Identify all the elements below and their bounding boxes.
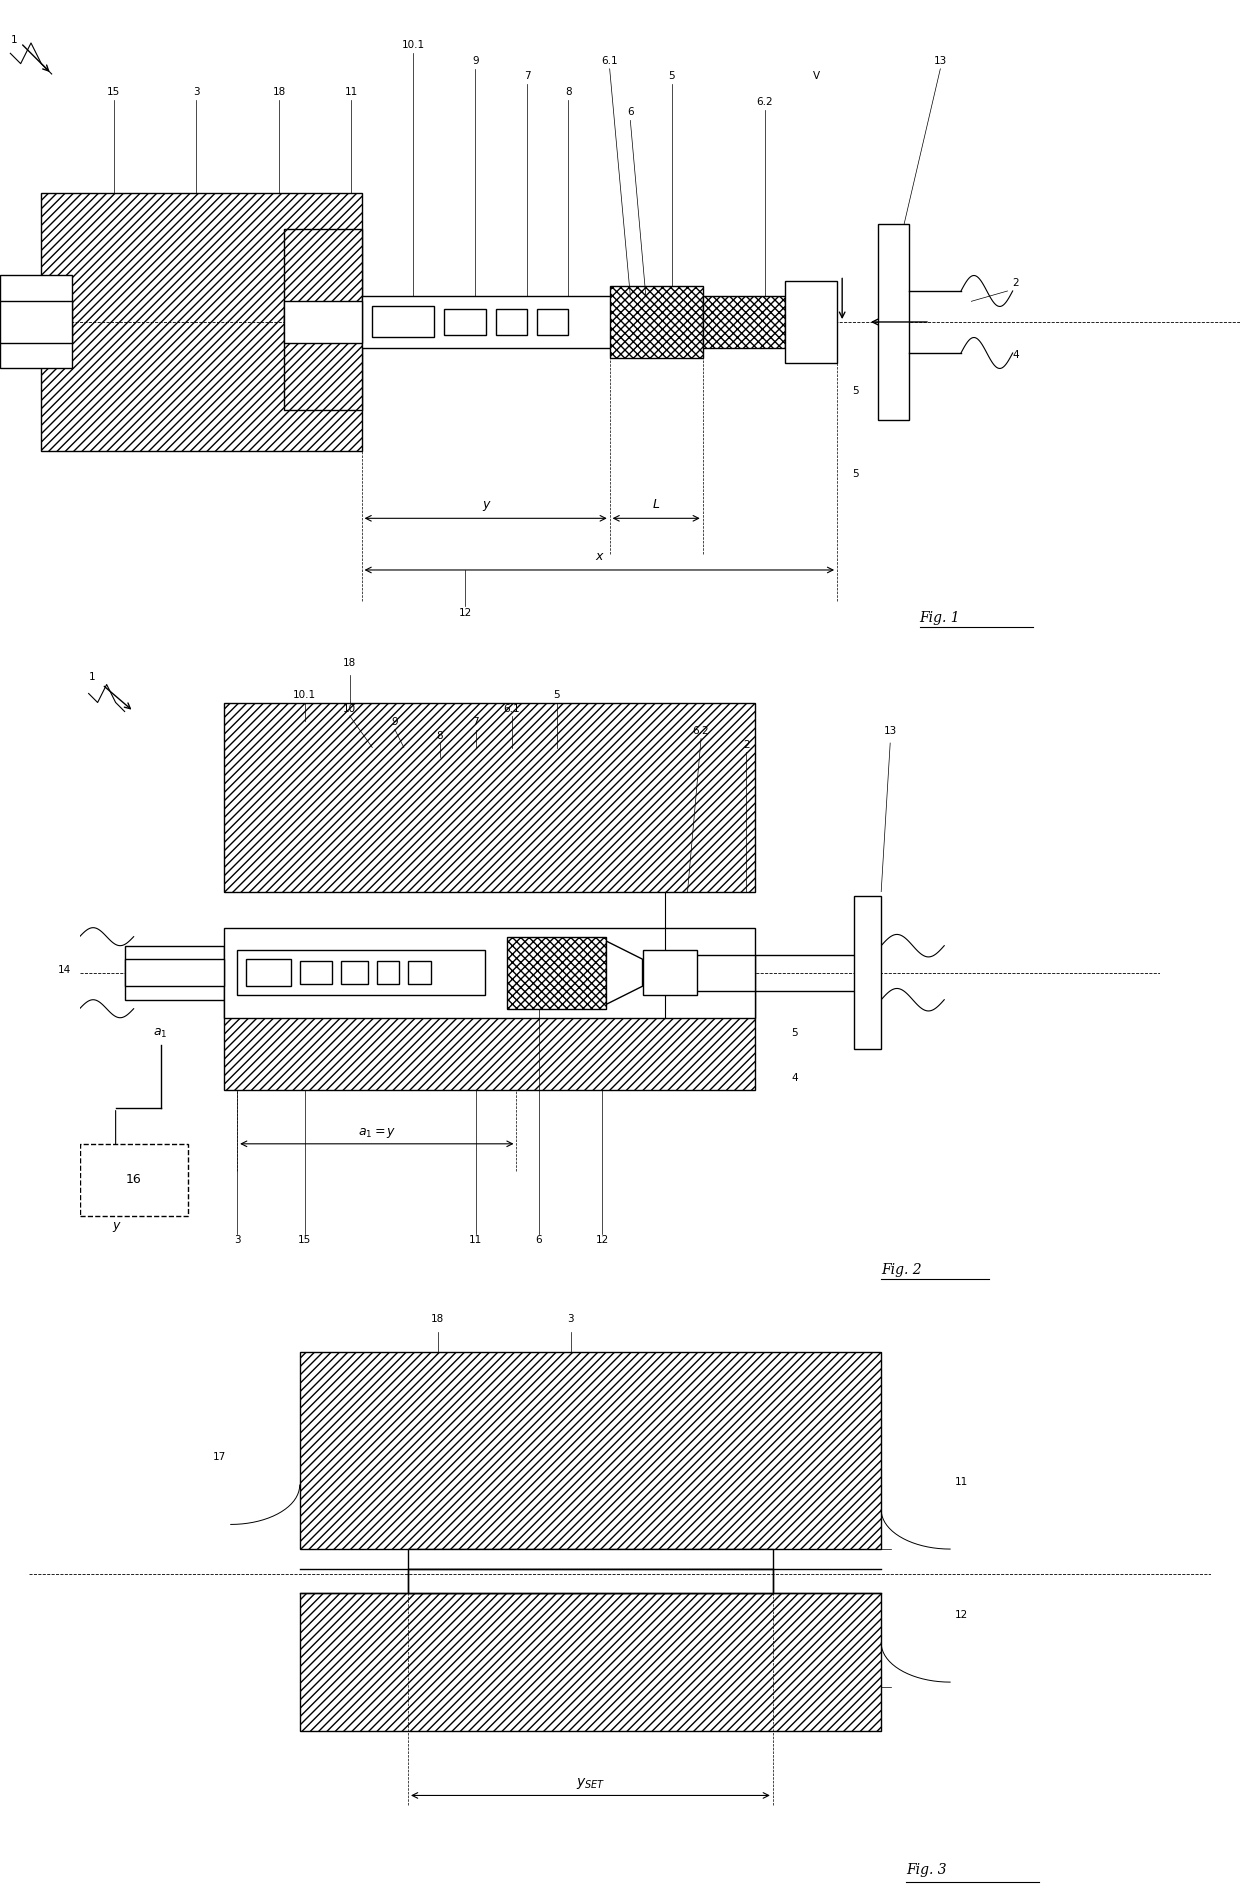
Text: 16: 16 [125,1174,141,1186]
Text: 13: 13 [884,725,897,737]
Bar [703,295,785,348]
Text: V: V [812,72,820,81]
Bar [444,309,486,335]
Text: 6.1: 6.1 [601,55,618,66]
Bar [642,951,697,994]
Text: 14: 14 [57,964,71,975]
Text: 5: 5 [791,1028,797,1038]
Text: 6.2: 6.2 [756,97,773,106]
Bar [237,951,485,994]
Bar [878,223,909,420]
Text: $y_{SET}$: $y_{SET}$ [575,1775,605,1790]
Bar [610,286,703,358]
Text: 10.1: 10.1 [293,689,316,701]
Text: 12: 12 [459,608,471,619]
Text: 6.2: 6.2 [693,725,709,737]
Text: 5: 5 [853,386,859,396]
Bar [247,958,291,987]
Text: 10: 10 [343,703,356,714]
Text: 3: 3 [193,87,200,97]
Text: 15: 15 [298,1235,311,1244]
Text: 7: 7 [523,72,531,81]
Polygon shape [606,941,642,1004]
Bar [408,962,430,985]
Bar [0,275,72,369]
Text: 12: 12 [955,1610,968,1619]
Text: x: x [595,549,603,563]
Text: 12: 12 [595,1235,609,1244]
Bar [496,309,527,335]
Bar [41,193,362,451]
Bar [854,896,882,1049]
Bar [125,958,223,987]
Text: 2: 2 [743,739,749,750]
Text: 10.1: 10.1 [402,40,425,49]
Text: 3: 3 [234,1235,241,1244]
Text: Fig. 1: Fig. 1 [920,610,960,625]
Text: 9: 9 [392,718,398,727]
Text: 6: 6 [627,108,634,117]
Bar [284,316,362,409]
Bar [537,309,568,335]
Bar [223,955,755,1089]
Text: $a_1 = y$: $a_1 = y$ [357,1125,396,1140]
Bar [372,307,434,337]
Text: 8: 8 [436,731,443,741]
Text: 8: 8 [565,87,572,97]
Bar [300,1593,882,1731]
Text: 6.1: 6.1 [503,703,521,714]
Text: 4: 4 [1013,350,1019,360]
Bar [785,280,837,364]
Text: 11: 11 [345,87,358,97]
Text: 1: 1 [88,672,95,682]
Text: $a_1$: $a_1$ [154,1027,167,1040]
Bar [284,301,362,343]
Text: y: y [482,498,490,511]
Text: 15: 15 [107,87,120,97]
Text: 13: 13 [934,55,947,66]
Text: 4: 4 [791,1072,797,1083]
Text: 18: 18 [343,659,356,669]
Bar [300,1352,882,1549]
Bar [0,301,72,343]
Bar [300,962,332,985]
Bar [507,938,606,1010]
Bar [223,928,755,1017]
Bar [362,295,697,348]
Text: 3: 3 [568,1314,574,1324]
Text: 5: 5 [553,689,560,701]
Bar [408,1568,773,1593]
Text: 11: 11 [955,1477,968,1487]
Text: 6: 6 [536,1235,542,1244]
Bar [284,229,362,322]
Bar [341,962,368,985]
Text: 18: 18 [432,1314,444,1324]
Text: L: L [652,498,660,511]
Bar [125,945,223,1000]
Text: 11: 11 [469,1235,482,1244]
Bar [408,1549,773,1568]
Text: 5: 5 [853,470,859,479]
Text: 5: 5 [668,72,675,81]
Text: 18: 18 [273,87,285,97]
Bar [79,1144,187,1216]
Bar [223,703,755,892]
Text: Fig. 2: Fig. 2 [882,1263,921,1277]
Text: y: y [112,1220,119,1233]
Text: 9: 9 [472,55,479,66]
Text: Fig. 3: Fig. 3 [905,1864,946,1877]
Text: 2: 2 [1013,278,1019,288]
Text: 7: 7 [472,718,479,727]
Text: 17: 17 [212,1453,226,1462]
Text: 1: 1 [10,34,17,45]
Bar [377,962,399,985]
